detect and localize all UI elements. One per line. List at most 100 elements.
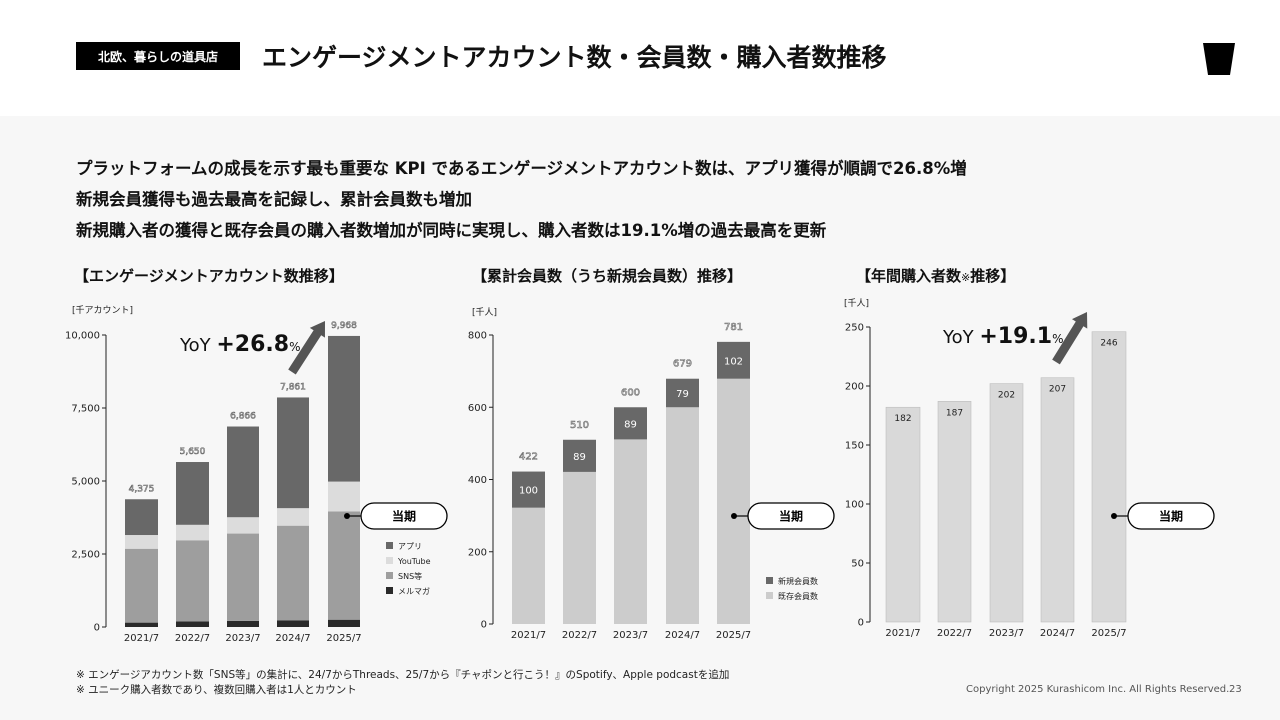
segment-value-label: 102 bbox=[724, 356, 743, 367]
bar-total-label: 9,968 bbox=[331, 321, 357, 331]
bar-segment bbox=[563, 471, 596, 624]
bar-segment bbox=[176, 621, 209, 627]
x-tick-label: 2021/7 bbox=[511, 630, 546, 641]
bar-segment bbox=[227, 620, 259, 627]
yoy-part: +19.1 bbox=[979, 324, 1052, 349]
footnote: ※ エンゲージアカウント数「SNS等」の集計に、24/7からThreads、25… bbox=[76, 669, 730, 681]
bar-total-label: 510 bbox=[570, 420, 589, 431]
x-tick-label: 2025/7 bbox=[1091, 628, 1126, 639]
bar-segment bbox=[563, 439, 596, 472]
x-tick-label: 2021/7 bbox=[124, 633, 159, 644]
y-tick-label: 0 bbox=[94, 623, 100, 634]
bar-segment bbox=[125, 499, 158, 536]
bar-segment bbox=[277, 620, 309, 627]
bar-segment bbox=[614, 439, 647, 624]
bar-segment bbox=[328, 335, 360, 482]
x-tick-label: 2023/7 bbox=[989, 628, 1024, 639]
growth-arrow bbox=[288, 321, 325, 375]
bar-segment bbox=[125, 622, 158, 627]
y-tick-label: 150 bbox=[845, 441, 864, 452]
current-period-label: 当期 bbox=[1159, 509, 1183, 524]
callout-dot bbox=[731, 513, 737, 519]
growth-arrow bbox=[1052, 312, 1088, 365]
bar-segment bbox=[328, 481, 360, 512]
legend-label: SNS等 bbox=[398, 571, 422, 581]
unit-label: [千人] bbox=[844, 298, 869, 309]
summary-bullets: プラットフォームの成長を示す最も重要な KPI であるエンゲージメントアカウント… bbox=[76, 156, 967, 249]
legend-swatch bbox=[386, 572, 393, 579]
bar-total-label: 7,861 bbox=[280, 382, 306, 392]
bar-total-label: 422 bbox=[519, 452, 538, 463]
bar-segment bbox=[125, 535, 158, 549]
bar-value-label: 246 bbox=[1100, 339, 1117, 349]
summary-bullet: 新規購入者の獲得と既存会員の購入者数増加が同時に実現し、購入者数は19.1%増の… bbox=[76, 221, 827, 240]
x-tick-label: 2023/7 bbox=[613, 630, 648, 641]
callout-dot bbox=[344, 513, 350, 519]
y-tick-label: 200 bbox=[845, 382, 864, 393]
x-tick-label: 2022/7 bbox=[562, 630, 597, 641]
bar-segment bbox=[176, 540, 209, 622]
bar-segment bbox=[277, 397, 309, 509]
page-title: エンゲージメントアカウント数・会員数・購入者数推移 bbox=[262, 43, 887, 72]
bar-total-label: 4,375 bbox=[129, 484, 155, 494]
yoy-part: +26.8 bbox=[216, 332, 289, 357]
legend-label: YouTube bbox=[397, 557, 431, 566]
summary-bullet: 新規会員獲得も過去最高を記録し、累計会員数も増加 bbox=[76, 190, 472, 209]
bar-segment bbox=[512, 507, 545, 624]
bar-segment bbox=[512, 471, 545, 508]
y-tick-label: 400 bbox=[468, 475, 487, 486]
bar-segment bbox=[227, 533, 259, 621]
bar-value-label: 207 bbox=[1049, 385, 1066, 395]
bar-segment bbox=[277, 525, 309, 621]
x-tick-label: 2025/7 bbox=[326, 633, 361, 644]
y-tick-label: 10,000 bbox=[65, 331, 100, 342]
current-period-badge bbox=[360, 502, 448, 530]
legend-label: アプリ bbox=[398, 542, 422, 551]
segment-value-label: 89 bbox=[573, 452, 586, 463]
chart-title-note-mark: ※ bbox=[961, 271, 971, 284]
x-tick-label: 2024/7 bbox=[1040, 628, 1075, 639]
bar-segment bbox=[328, 511, 360, 620]
bar-value-label: 202 bbox=[998, 391, 1015, 401]
bar-segment bbox=[227, 517, 259, 534]
bar bbox=[937, 401, 972, 623]
bar bbox=[1040, 377, 1075, 623]
unit-label: [千アカウント] bbox=[72, 305, 133, 316]
summary-bullet: プラットフォームの成長を示す最も重要な KPI であるエンゲージメントアカウント… bbox=[76, 159, 967, 178]
x-tick-label: 2022/7 bbox=[937, 628, 972, 639]
bar-segment bbox=[277, 508, 309, 526]
legend-swatch bbox=[386, 542, 393, 549]
current-period-label: 当期 bbox=[779, 509, 803, 524]
legend-label: メルマガ bbox=[398, 586, 430, 596]
x-tick-label: 2022/7 bbox=[175, 633, 210, 644]
yoy-part: % bbox=[1052, 332, 1063, 346]
legend-swatch bbox=[766, 577, 773, 584]
chart-title-purchasers-end: 推移】 bbox=[970, 267, 1016, 285]
y-tick-label: 0 bbox=[858, 618, 864, 629]
bar-segment bbox=[227, 426, 259, 518]
y-tick-label: 0 bbox=[481, 620, 487, 631]
footnote: ※ ユニーク購入者数であり、複数回購入者は1人とカウント bbox=[76, 684, 357, 696]
segment-value-label: 79 bbox=[676, 389, 689, 400]
x-tick-label: 2023/7 bbox=[225, 633, 260, 644]
brand-tag: 北欧、暮らしの道具店 bbox=[76, 42, 240, 70]
unit-label: [千人] bbox=[472, 307, 497, 318]
legend-label: 既存会員数 bbox=[778, 591, 818, 601]
legend-label: 新規会員数 bbox=[778, 576, 818, 586]
legend-swatch bbox=[386, 557, 393, 564]
chart-title-members: 【累計会員数（うち新規会員数）推移】 bbox=[472, 267, 743, 285]
yoy-part: YoY bbox=[179, 335, 216, 356]
bar-segment bbox=[328, 619, 360, 627]
y-tick-label: 800 bbox=[468, 331, 487, 342]
bar-segment bbox=[125, 548, 158, 623]
y-tick-label: 5,000 bbox=[71, 477, 100, 488]
x-tick-label: 2025/7 bbox=[716, 630, 751, 641]
bar-segment bbox=[717, 341, 750, 379]
bar-total-label: 6,866 bbox=[230, 412, 256, 422]
bar-segment bbox=[666, 407, 699, 624]
bar-segment bbox=[717, 378, 750, 624]
bar bbox=[1091, 331, 1127, 623]
y-tick-label: 50 bbox=[851, 559, 864, 570]
y-tick-label: 2,500 bbox=[71, 550, 100, 561]
